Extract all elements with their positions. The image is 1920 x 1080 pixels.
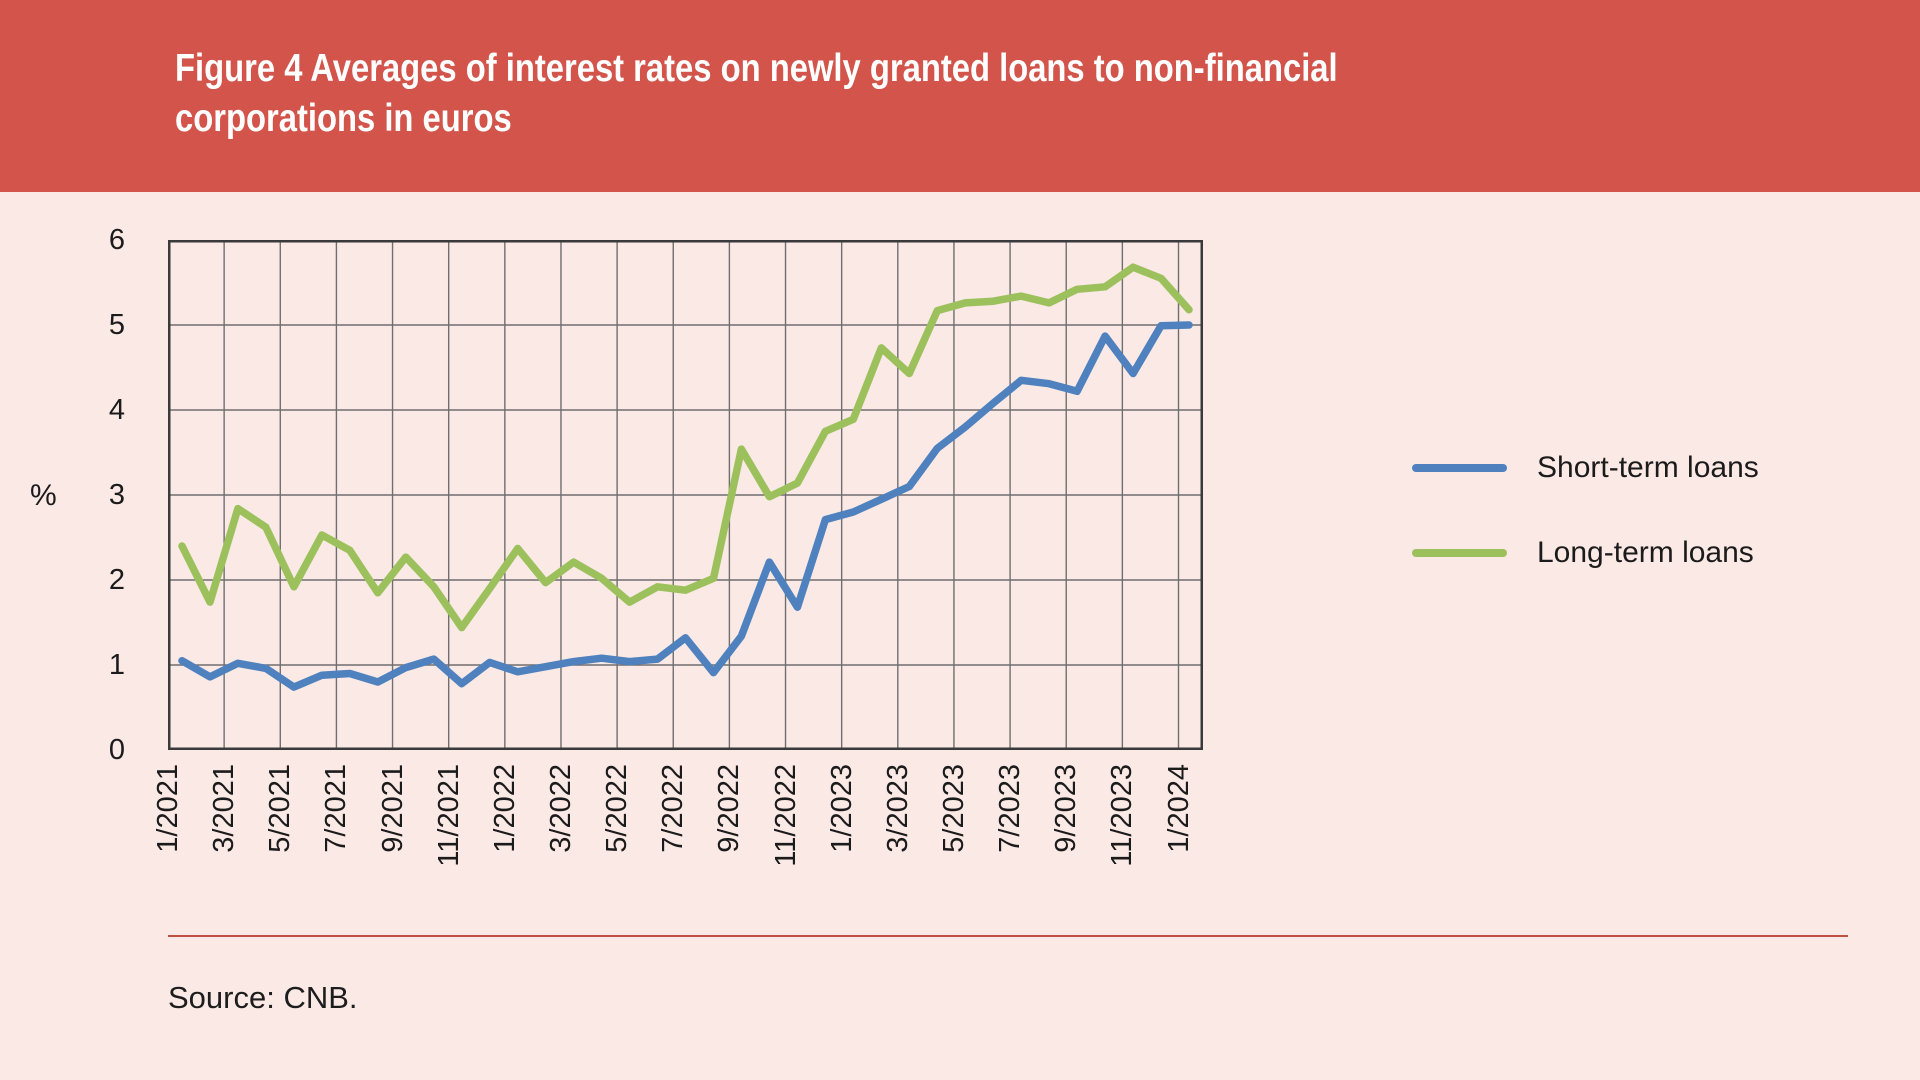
legend-line-swatch: [1412, 549, 1507, 557]
x-tick-label: 3/2023: [881, 764, 914, 853]
x-tick-label: 11/2021: [432, 764, 465, 867]
header-banner: Figure 4 Averages of interest rates on n…: [0, 0, 1920, 192]
x-tick-label: 1/2021: [152, 764, 184, 853]
plot-area: [168, 240, 1203, 750]
x-tick-label: 11/2022: [769, 764, 802, 867]
x-tick-label: 5/2021: [264, 764, 297, 853]
short-term-loans-line: [178, 321, 1193, 691]
y-axis-unit-label: %: [30, 479, 57, 512]
legend-label: Short-term loans: [1537, 451, 1759, 484]
x-tick-label: 7/2021: [320, 764, 353, 853]
legend: Short-term loans Long-term loans: [1412, 448, 1759, 618]
y-tick-label: 6: [108, 224, 125, 256]
line-chart-svg: [168, 240, 1203, 750]
x-tick-label: 11/2023: [1106, 764, 1139, 867]
y-tick-label: 0: [108, 734, 125, 766]
footer-divider: [168, 935, 1848, 937]
legend-item: Short-term loans: [1412, 448, 1759, 488]
plot-frame: [168, 240, 1203, 750]
x-tick-label: 3/2021: [208, 764, 241, 853]
y-tick-label: 5: [108, 309, 125, 341]
x-tick-label: 3/2022: [544, 764, 577, 853]
y-tick-label: 4: [108, 394, 125, 426]
x-tick-label: 7/2022: [657, 764, 690, 853]
x-tick-label: 9/2022: [713, 764, 746, 853]
x-tick-label: 9/2021: [376, 764, 409, 853]
y-tick-label: 3: [108, 479, 125, 511]
x-tick-label: 1/2024: [1162, 764, 1195, 853]
figure-title: Figure 4 Averages of interest rates on n…: [175, 47, 1338, 140]
long-term-loans-line: [178, 263, 1193, 632]
x-tick-label: 9/2023: [1050, 764, 1083, 853]
legend-line-swatch: [1412, 464, 1507, 472]
legend-label: Long-term loans: [1537, 536, 1754, 569]
x-tick-label: 5/2023: [937, 764, 970, 853]
x-tick-label: 5/2022: [601, 764, 634, 853]
x-tick-label: 1/2022: [488, 764, 521, 853]
y-tick-label: 2: [108, 564, 125, 596]
x-tick-label: 7/2023: [994, 764, 1027, 853]
legend-item: Long-term loans: [1412, 533, 1759, 573]
y-tick-label: 1: [108, 649, 125, 681]
x-tick-label: 1/2023: [825, 764, 858, 853]
source-note: Source: CNB.: [168, 980, 358, 1015]
